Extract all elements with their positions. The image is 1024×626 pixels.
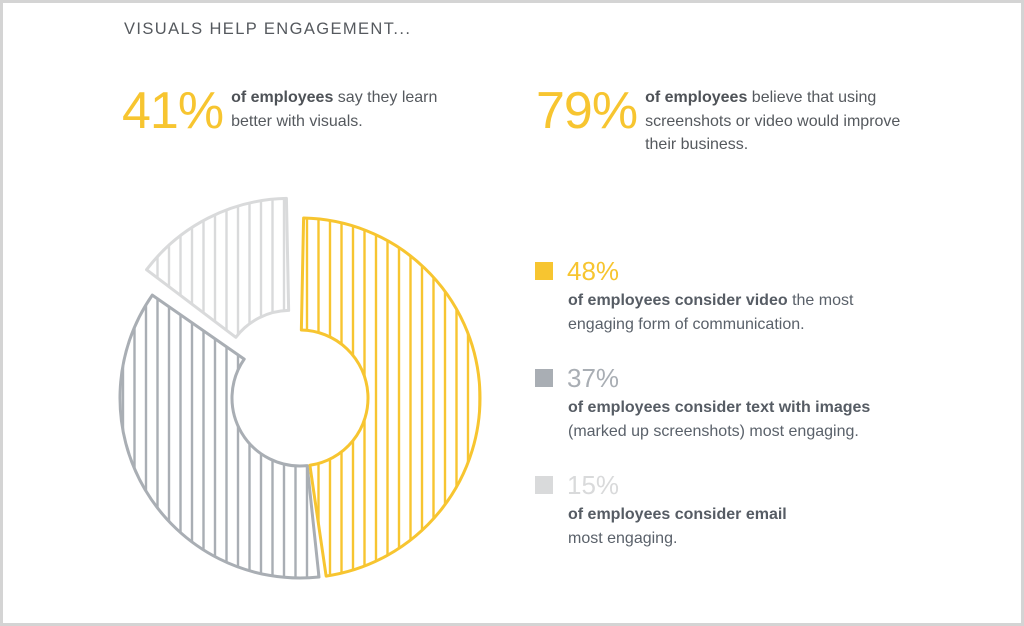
legend-bold-text: of employees consider text with images bbox=[568, 399, 871, 416]
legend-rest-text: the most engaging form of communication. bbox=[568, 292, 854, 333]
legend-percent: 15% bbox=[567, 470, 620, 500]
stat-visual-learning: 41% of employees say they learn better w… bbox=[122, 85, 481, 137]
legend-rest-text: most engaging. bbox=[568, 530, 678, 547]
stat-rest-text: believe that using screenshots or video … bbox=[645, 89, 901, 153]
stat-value: 79% bbox=[536, 82, 638, 140]
legend-swatch bbox=[535, 476, 553, 494]
legend-swatch bbox=[535, 262, 553, 280]
legend-percent: 48% bbox=[567, 256, 620, 286]
legend-rest-text: (marked up screenshots) most engaging. bbox=[568, 423, 859, 440]
donut-slice-15-pct bbox=[145, 196, 291, 339]
legend-description: of employees consider email most engagin… bbox=[568, 503, 818, 551]
stat-value: 41% bbox=[122, 82, 224, 140]
legend-percent: 37% bbox=[567, 363, 620, 393]
page-heading: VISUALS HELP ENGAGEMENT... bbox=[124, 20, 412, 38]
stat-bold-text: of employees bbox=[231, 89, 334, 106]
stat-bold-text: of employees bbox=[645, 89, 748, 106]
legend-item-email: 15% of employees consider email most eng… bbox=[535, 471, 818, 551]
legend-bold-text: of employees consider video bbox=[568, 292, 788, 309]
stat-description: of employees say they learn better with … bbox=[231, 86, 481, 133]
stat-rest-text: say they learn better with visuals. bbox=[231, 89, 438, 130]
legend-item-text-images: 37% of employees consider text with imag… bbox=[535, 364, 913, 444]
legend-bold-text: of employees consider email bbox=[568, 506, 787, 523]
stat-business-improvement: 79% of employees believe that using scre… bbox=[536, 85, 905, 157]
legend-swatch bbox=[535, 369, 553, 387]
legend-description: of employees consider text with images (… bbox=[568, 396, 913, 444]
legend-description: of employees consider video the most eng… bbox=[568, 289, 898, 337]
stat-description: of employees believe that using screensh… bbox=[645, 86, 905, 157]
legend-item-video: 48% of employees consider video the most… bbox=[535, 257, 898, 337]
